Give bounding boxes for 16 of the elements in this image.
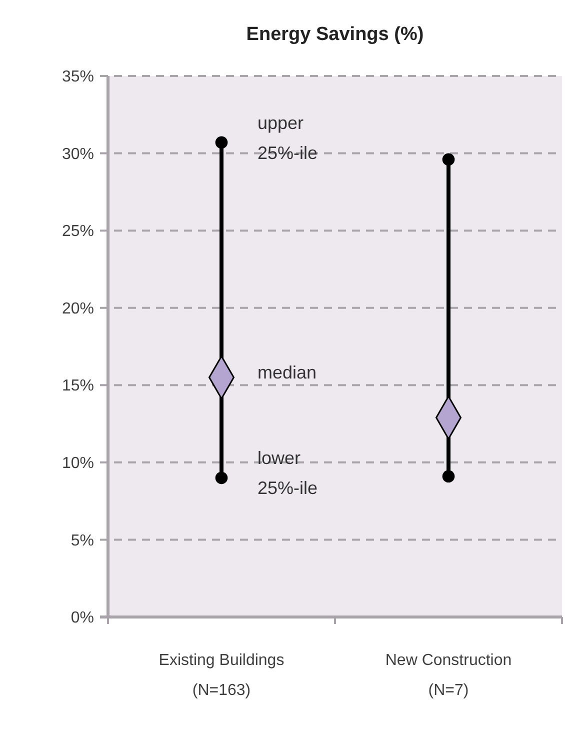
x-tick-label: Existing Buildings (N=163) (158, 652, 284, 699)
y-tick-label: 5% (70, 532, 94, 550)
annotation: median (258, 362, 317, 383)
y-tick-label: 15% (62, 378, 94, 395)
chart-title: Energy Savings (%) (246, 24, 424, 45)
annotation: upper 25%-ile (258, 112, 318, 163)
y-tick-label: 35% (62, 68, 94, 86)
y-tick-label: 30% (62, 146, 94, 163)
y-tick-label: 20% (62, 300, 94, 318)
point (442, 153, 455, 166)
y-tick-label: 25% (62, 223, 94, 240)
y-tick-label: 0% (70, 610, 94, 627)
y-tick-label: 10% (62, 455, 94, 472)
x-tick-label: New Construction (N=7) (385, 652, 512, 699)
point (215, 472, 228, 484)
annotation: lower 25%-ile (258, 448, 318, 498)
